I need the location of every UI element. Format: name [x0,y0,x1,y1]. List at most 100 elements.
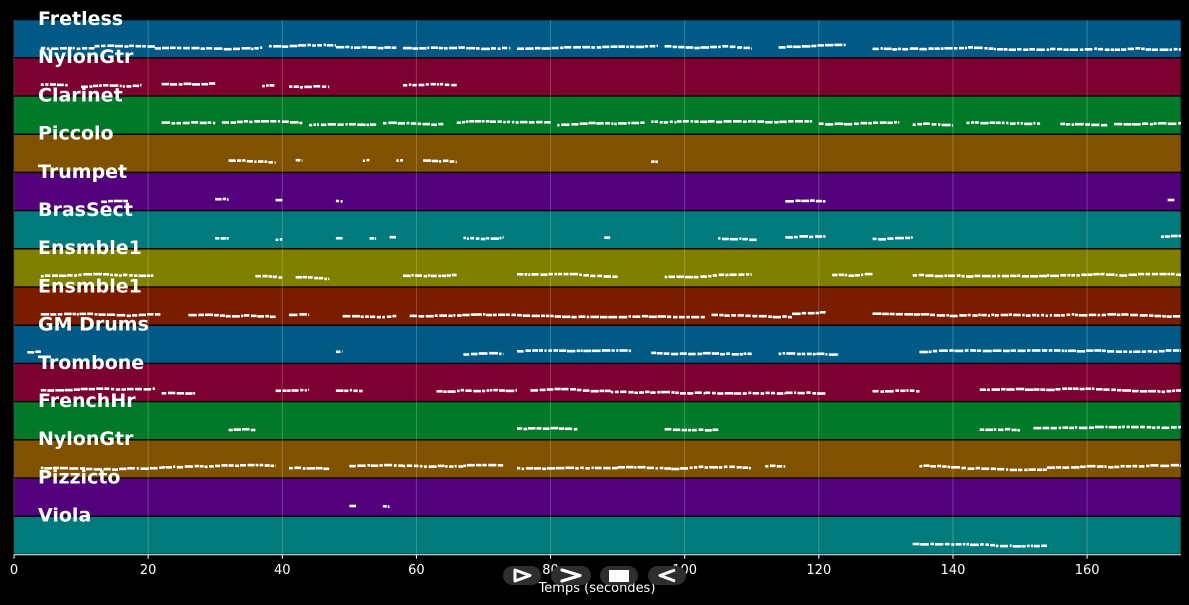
note-mark [456,121,461,124]
note-mark [583,274,589,277]
note-mark [651,120,654,123]
note-mark [686,315,690,319]
note-mark [834,43,843,47]
stop-button[interactable] [600,566,638,585]
note-mark [951,543,955,546]
note-mark [409,314,417,318]
note-mark [129,44,134,48]
note-mark [431,123,437,126]
note-mark [1157,122,1167,125]
note-mark [1142,122,1149,125]
note-mark [532,349,539,352]
note-mark [335,236,343,240]
note-mark [550,314,554,318]
note-mark [712,391,716,395]
note-mark [919,47,927,51]
note-mark [255,463,259,467]
note-mark [449,160,455,163]
note-mark [1122,389,1132,392]
note-mark [369,237,375,240]
note-mark [949,349,954,352]
note-mark [655,467,658,470]
note-mark [801,311,807,315]
note-mark [676,275,684,279]
note-mark [328,277,330,281]
note-mark [1088,313,1097,317]
note-mark [201,82,209,86]
note-mark [262,274,268,278]
note-mark [709,466,719,469]
note-mark [694,120,699,123]
track-label: Ensmble1 [38,275,142,297]
note-mark [499,352,502,356]
note-mark [83,273,93,276]
note-mark [979,428,985,431]
note-mark [309,123,313,127]
note-mark [1108,465,1114,469]
note-mark [1139,314,1148,317]
note-mark [1173,47,1178,51]
note-mark [248,160,253,163]
note-mark [65,83,68,87]
note-mark [1172,389,1176,393]
note-mark [795,199,801,203]
note-mark [659,121,663,124]
note-mark [489,351,498,355]
note-mark [937,464,942,468]
play-button[interactable] [503,566,541,585]
note-mark [94,313,98,316]
note-mark [932,349,938,353]
note-mark [765,465,769,468]
note-mark [1080,465,1086,469]
note-mark [567,349,576,353]
note-mark [864,272,873,276]
note-mark [228,159,236,162]
note-mark [354,46,361,49]
note-mark [564,46,572,49]
note-mark [324,277,327,281]
note-mark [1132,464,1138,468]
note-mark [711,352,720,355]
note-mark [317,44,322,47]
note-mark [505,313,510,316]
note-mark [1165,349,1172,352]
note-mark [966,121,970,125]
note-mark [528,427,536,430]
note-mark [656,44,658,48]
note-mark [697,352,702,356]
note-mark [782,352,786,355]
note-mark [944,47,953,50]
note-mark [904,313,914,316]
note-mark [192,83,200,86]
note-mark [170,46,176,50]
note-mark [452,273,457,277]
note-mark [1006,121,1009,125]
note-mark [176,465,184,469]
note-mark [430,82,436,86]
note-mark [466,237,469,240]
note-mark [919,464,923,468]
note-mark [774,120,779,124]
note-mark [219,314,225,317]
forward-button[interactable] [551,566,591,585]
note-mark [812,392,817,395]
note-mark [502,236,504,239]
note-mark [1170,272,1175,276]
note-mark [687,392,694,395]
note-mark [892,48,898,51]
note-mark [596,46,602,49]
note-mark [1107,350,1115,353]
track-lane [13,248,1182,287]
note-mark [1102,349,1106,353]
note-mark [534,46,541,50]
note-mark [854,122,859,126]
note-mark [106,313,116,316]
tick-label: 20 [140,563,157,578]
note-mark [243,120,249,123]
note-mark [299,121,303,125]
note-mark [1135,47,1141,50]
note-mark [1017,48,1022,51]
note-mark [748,120,752,123]
note-mark [797,352,801,356]
rewind-button[interactable] [648,566,686,585]
